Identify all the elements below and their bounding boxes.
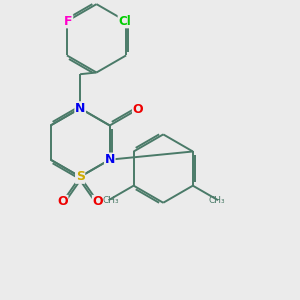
Text: CH₃: CH₃ xyxy=(208,196,225,205)
Text: N: N xyxy=(75,102,85,115)
Text: S: S xyxy=(76,170,85,183)
Text: O: O xyxy=(57,195,68,208)
Text: O: O xyxy=(133,103,143,116)
Text: CH₃: CH₃ xyxy=(103,196,119,205)
Text: O: O xyxy=(92,195,103,208)
Text: F: F xyxy=(64,15,73,28)
Text: N: N xyxy=(105,153,115,166)
Text: Cl: Cl xyxy=(118,15,131,28)
